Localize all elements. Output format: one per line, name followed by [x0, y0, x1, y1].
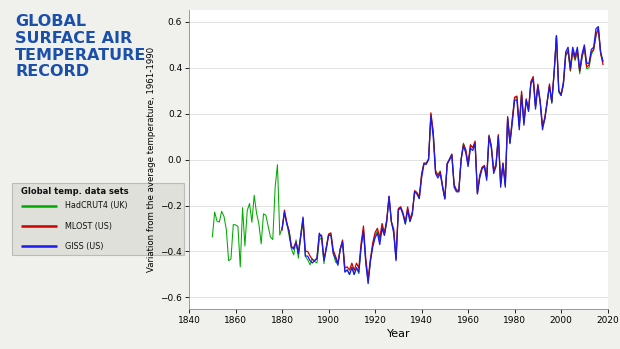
- Text: Global temp. data sets: Global temp. data sets: [21, 187, 128, 196]
- Y-axis label: Variation from the average temperature, 1961-1990: Variation from the average temperature, …: [147, 47, 156, 272]
- Text: GLOBAL
SURFACE AIR
TEMPERATURE
RECORD: GLOBAL SURFACE AIR TEMPERATURE RECORD: [16, 14, 147, 79]
- Text: GISS (US): GISS (US): [64, 242, 103, 251]
- Text: HadCRUT4 (UK): HadCRUT4 (UK): [64, 201, 127, 210]
- FancyBboxPatch shape: [12, 183, 184, 255]
- Text: MLOST (US): MLOST (US): [64, 222, 112, 231]
- X-axis label: Year: Year: [386, 329, 410, 339]
